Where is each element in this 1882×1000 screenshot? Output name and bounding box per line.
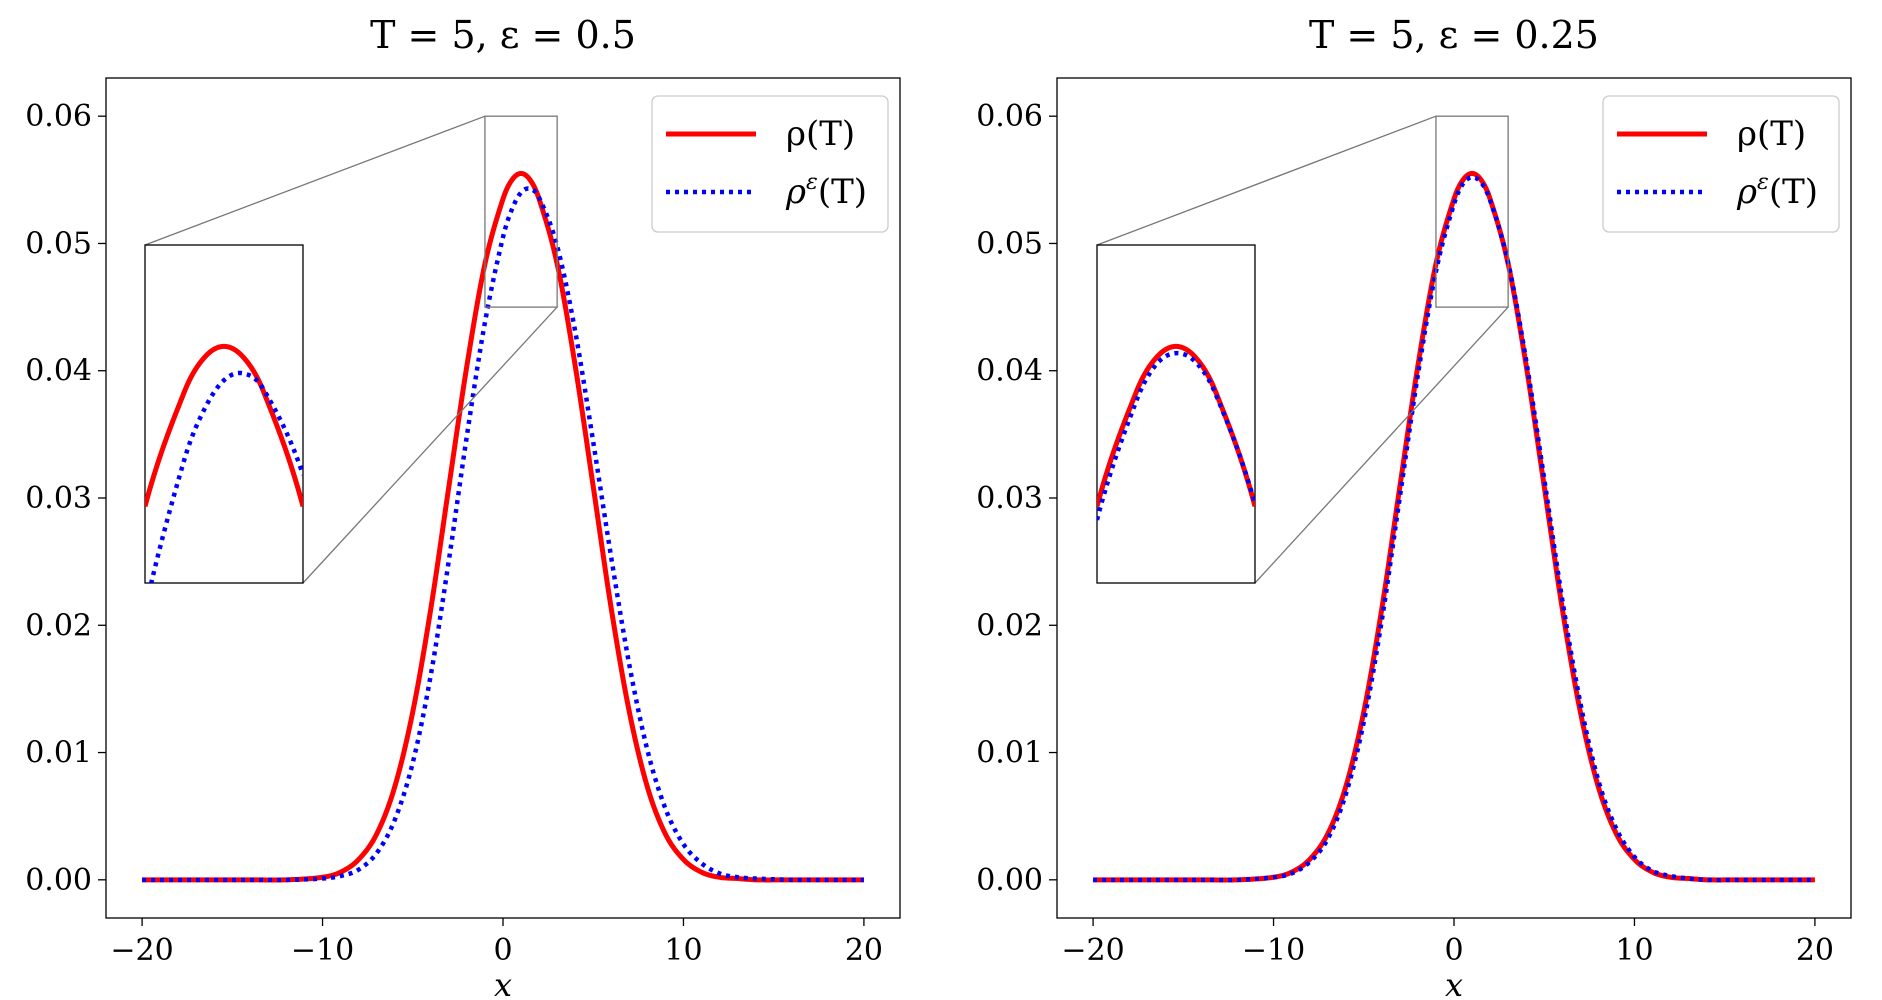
inset-series-line-rho-eps	[1097, 350, 1255, 521]
x-tick-label: 20	[845, 933, 883, 968]
chart-panel-1: T = 5, ε = 0.5 −20 −10 0 10 20 0.00 0.01 0.02 0.0…	[25, 13, 901, 1000]
y-tick-label: 0.04	[976, 354, 1043, 389]
series-line-rho-eps	[1093, 175, 1815, 883]
y-tick-label: 0.05	[976, 226, 1043, 261]
legend-label: ρε(T)	[1736, 170, 1818, 212]
y-tick-label: 0.00	[976, 863, 1043, 898]
inset-series-line-rho	[1097, 343, 1255, 508]
x-tick-label: 0	[1444, 933, 1463, 968]
zoom-connector-line	[302, 306, 558, 584]
x-axis-label: x	[494, 966, 512, 1000]
zoom-connector-line	[1096, 115, 1437, 246]
y-tick-label: 0.02	[976, 608, 1043, 643]
y-tick-label: 0.05	[25, 226, 92, 261]
legend-box	[1602, 95, 1840, 233]
zoom-region-box	[484, 115, 558, 308]
y-tick-label: 0.04	[25, 354, 92, 389]
x-tick-label: −20	[110, 933, 173, 968]
inset-frame	[1096, 244, 1256, 584]
y-tick-label: 0.02	[25, 608, 92, 643]
chart-panel-2: T = 5, ε = 0.25 −20 −10 0 10 20 0.00 0.01 0.02 0.…	[976, 13, 1852, 1000]
zoom-region-box	[1435, 115, 1509, 308]
x-tick-label: −10	[291, 933, 354, 968]
x-tick-label: 10	[664, 933, 702, 968]
x-tick-label: 0	[493, 933, 512, 968]
y-tick-label: 0.00	[25, 863, 92, 898]
zoom-connector-line	[1254, 306, 1509, 584]
chart-title: T = 5, ε = 0.5	[370, 13, 636, 57]
y-tick-label: 0.06	[976, 99, 1043, 134]
chart-title: T = 5, ε = 0.25	[1309, 13, 1599, 57]
zoom-connector-line	[144, 115, 486, 246]
inset-series-line-rho-eps	[148, 370, 303, 583]
x-tick-label: −10	[1242, 933, 1305, 968]
y-tick-label: 0.03	[25, 481, 92, 516]
y-tick-label: 0.03	[976, 481, 1043, 516]
x-tick-label: 20	[1796, 933, 1834, 968]
legend-label: ρε(T)	[785, 170, 867, 212]
y-tick-label: 0.06	[25, 99, 92, 134]
legend-label: ρ(T)	[1737, 114, 1806, 154]
legend-box	[651, 95, 889, 233]
inset-axes	[1096, 244, 1256, 584]
inset-frame	[144, 244, 304, 584]
y-tick-label: 0.01	[976, 736, 1043, 771]
inset-axes	[144, 244, 304, 584]
legend-label: ρ(T)	[786, 114, 855, 154]
x-tick-label: 10	[1615, 933, 1653, 968]
y-tick-label: 0.01	[25, 736, 92, 771]
x-axis-label: x	[1445, 966, 1463, 1000]
legend: ρ(T) ρε(T)	[1602, 95, 1840, 233]
series-line-rho-eps	[142, 186, 864, 883]
legend: ρ(T) ρε(T)	[651, 95, 889, 233]
x-tick-label: −20	[1061, 933, 1124, 968]
inset-series-line-rho	[145, 343, 303, 508]
